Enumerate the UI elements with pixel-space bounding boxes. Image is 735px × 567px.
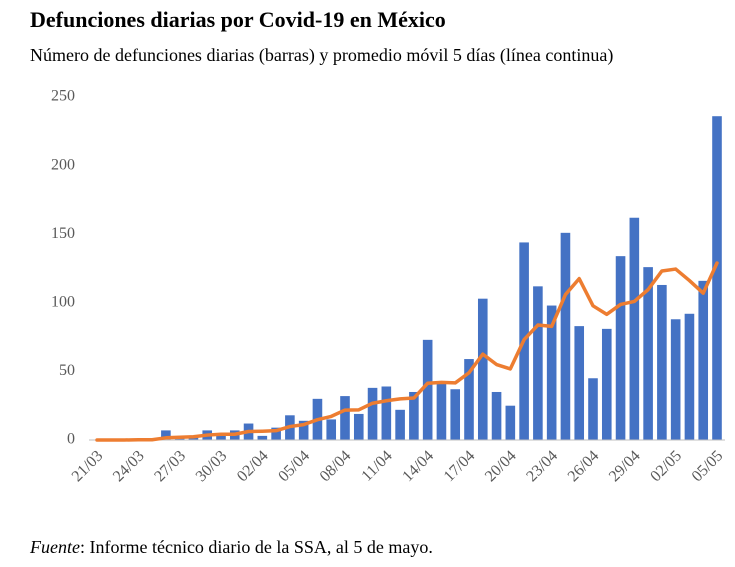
bar [298,420,309,440]
bar [326,419,337,440]
x-tick-label: 21/03 [69,447,107,485]
y-tick-label: 100 [51,293,75,310]
bar [712,116,722,440]
bar [533,286,543,440]
bar [409,391,419,440]
bar [450,389,461,440]
bar [684,313,695,440]
x-tick-label: 27/03 [151,447,189,485]
bar [670,319,681,440]
x-tick-label: 29/04 [606,447,644,485]
bar [657,284,667,440]
bar [381,386,392,440]
y-tick-label: 50 [59,362,75,379]
bar [216,435,226,440]
bar [588,378,598,440]
y-tick-label: 250 [51,88,75,105]
bar [643,267,653,440]
bar [257,435,268,440]
x-tick-label: 08/04 [317,447,355,485]
source-note: Fuente: Informe técnico diario de la SSA… [29,537,433,557]
x-tick-label: 20/04 [482,447,520,485]
y-tick-label: 150 [51,225,75,242]
x-tick-label: 17/04 [441,447,479,485]
bar [422,339,433,440]
x-tick-label: 23/04 [523,447,561,485]
bar [574,326,585,440]
bar [491,391,502,440]
bar [546,305,557,440]
x-tick-label: 02/05 [647,447,685,485]
bar [188,437,199,440]
x-tick-label: 14/04 [399,447,437,485]
x-tick-label: 11/04 [358,447,395,484]
x-tick-label: 30/03 [193,447,231,485]
y-tick-label: 0 [67,431,75,448]
bar [560,232,571,440]
bar [367,387,378,440]
source-label: Fuente [29,537,80,557]
bar [436,383,447,440]
bar [271,427,281,440]
y-tick-label: 200 [51,156,75,173]
source-text: : Informe técnico diario de la SSA, al 5… [80,537,433,557]
bar [340,396,350,440]
x-tick-label: 26/04 [565,447,603,485]
x-tick-label: 24/03 [110,447,148,485]
chart-title: Defunciones diarias por Covid-19 en Méxi… [30,7,446,32]
bar [615,256,626,440]
bar [464,359,474,440]
x-tick-label: 05/05 [689,447,727,485]
x-tick-label: 05/04 [275,447,313,485]
x-tick-label: 02/04 [234,447,272,485]
bar [395,409,405,440]
bar [629,217,640,440]
bar [698,280,709,440]
bar [477,298,488,440]
bar [353,413,364,440]
bar [161,430,171,440]
moving-average-line [95,261,719,442]
bar [601,328,612,440]
bar [505,405,516,440]
chart-subtitle: Número de defunciones diarias (barras) y… [30,45,613,66]
